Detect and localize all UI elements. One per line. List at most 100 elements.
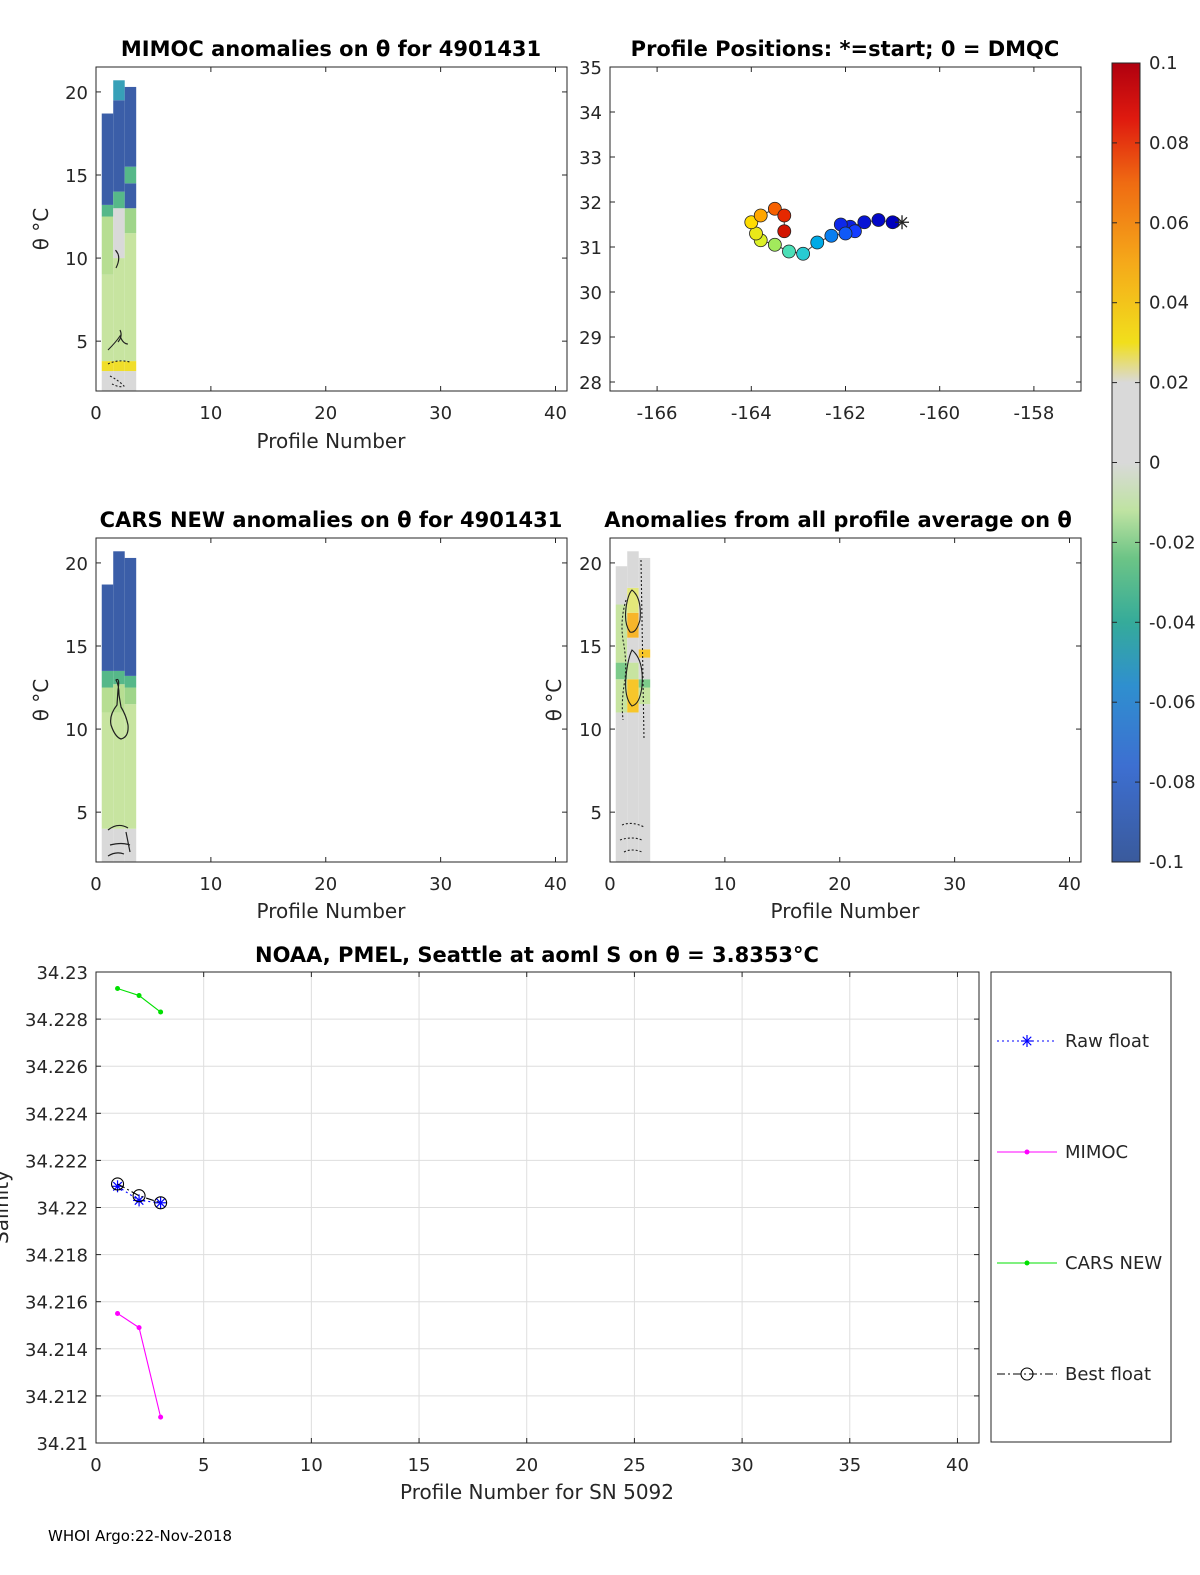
y-tick-label: 33 xyxy=(579,148,602,169)
title-cars: CARS NEW anomalies on θ for 4901431 xyxy=(100,508,563,532)
y-tick-label: 34.22 xyxy=(36,1199,88,1220)
x-tick-label: -160 xyxy=(919,403,960,424)
y-tick-label: 34 xyxy=(579,103,602,124)
heatmap-cell xyxy=(638,557,651,650)
footer-text: WHOI Argo:22-Nov-2018 xyxy=(48,1527,232,1545)
y-tick-label: 34.224 xyxy=(25,1104,88,1125)
xlabel-cars: Profile Number xyxy=(257,899,407,923)
star-stroke xyxy=(155,1198,166,1208)
x-tick-label: 40 xyxy=(946,1455,969,1476)
contours-avg xyxy=(619,559,645,853)
x-tick-label: 15 xyxy=(408,1455,431,1476)
legend-entry: Best float xyxy=(997,1364,1151,1385)
heatmap-cell xyxy=(113,551,125,671)
grid-salinity xyxy=(95,971,979,1444)
heatmap-cell xyxy=(124,183,137,209)
profile-position-marker xyxy=(796,246,811,261)
y-tick-label: 34.23 xyxy=(36,963,88,984)
y-tick-label: 15 xyxy=(65,637,88,658)
heatmap-cell xyxy=(615,662,628,680)
x-tick-label: 40 xyxy=(1058,874,1081,895)
heatmap-cell xyxy=(638,687,651,705)
y-tick-label: 5 xyxy=(77,803,88,824)
heatmap-cell xyxy=(113,80,125,101)
heatmap-cells-cars xyxy=(101,551,137,862)
heatmap-cells-avg xyxy=(615,551,651,862)
heatmap-cell xyxy=(113,191,125,209)
x-tick-label: 10 xyxy=(713,874,736,895)
x-tick-label: 5 xyxy=(198,1455,209,1476)
legend-entry: Raw float xyxy=(997,1031,1149,1052)
ticks-cars: 0 10 20 30 40 5 10 15 20 xyxy=(65,538,567,895)
series-line xyxy=(117,1183,161,1204)
heatmap-cell xyxy=(101,371,114,391)
panel-salinity: NOAA, PMEL, Seattle at aoml S on θ = 3.8… xyxy=(0,943,980,1504)
title-positions: Profile Positions: *=start; 0 = DMQC xyxy=(631,37,1060,61)
x-tick-label: 30 xyxy=(731,1455,754,1476)
x-tick-label: 30 xyxy=(429,403,452,424)
profile-position-marker xyxy=(838,226,853,241)
colorbar-ticks: 0.1 0.08 0.06 0.04 0.02 0 -0.02 -0.04 -0.06 -0.08… xyxy=(1112,53,1196,873)
series-point xyxy=(154,1196,167,1209)
profile-position-marker xyxy=(782,244,796,259)
y-tick-label: 31 xyxy=(579,238,602,259)
heatmap-cell xyxy=(124,687,137,705)
colorbar-tick-label: 0.02 xyxy=(1149,373,1189,394)
x-tick-label: 0 xyxy=(90,1455,101,1476)
y-tick-label: 32 xyxy=(579,193,602,214)
colorbar-tick-label: -0.04 xyxy=(1149,612,1196,633)
heatmap-cell xyxy=(638,704,651,862)
series-point xyxy=(136,993,142,999)
profile-position-marker xyxy=(857,215,872,230)
heatmap-cell xyxy=(124,828,137,862)
series-point xyxy=(1020,1367,1034,1381)
title-salinity: NOAA, PMEL, Seattle at aoml S on θ = 3.8… xyxy=(255,943,819,967)
x-tick-label: 20 xyxy=(314,403,337,424)
series-point xyxy=(158,1414,164,1420)
legend-entry: CARS NEW xyxy=(997,1253,1162,1274)
colorbar-tick-label: 0.06 xyxy=(1149,213,1189,234)
heatmap-cell xyxy=(113,208,125,259)
y-tick-label: 34.216 xyxy=(25,1293,88,1314)
profile-position-marker xyxy=(871,213,886,227)
colorbar-tick-label: 0.08 xyxy=(1149,133,1189,154)
profile-position-marker xyxy=(767,237,782,252)
heatmap-cell xyxy=(124,557,137,676)
heatmap-cells-mimoc xyxy=(101,80,137,391)
x-tick-label: 25 xyxy=(623,1455,646,1476)
heatmap-cell xyxy=(101,113,114,205)
axes-box-mimoc xyxy=(95,66,568,392)
heatmap-cell xyxy=(627,612,639,638)
y-tick-label: 35 xyxy=(579,58,602,79)
colorbar: 0.1 0.08 0.06 0.04 0.02 0 -0.02 -0.04 -0.06 -0.08… xyxy=(1111,53,1196,873)
contours-mimoc xyxy=(107,249,131,388)
start-star-marker xyxy=(895,215,910,230)
ticks-mimoc: 0 10 20 30 40 5 10 15 20 xyxy=(65,67,567,424)
colorbar-tick-label: 0 xyxy=(1149,453,1160,474)
title-avg: Anomalies from all profile average on θ xyxy=(604,508,1072,532)
colorbar-tick-label: -0.06 xyxy=(1149,692,1196,713)
series-cars-new xyxy=(115,985,164,1015)
heatmap-cell xyxy=(627,551,639,588)
heatmap-cell xyxy=(124,86,137,167)
heatmap-cell xyxy=(124,361,137,372)
y-tick-label: 34.212 xyxy=(25,1387,88,1408)
x-tick-label: 10 xyxy=(300,1455,323,1476)
legend-entry: MIMOC xyxy=(997,1142,1128,1163)
profile-position-marker xyxy=(777,208,792,223)
y-tick-label: 29 xyxy=(579,328,602,349)
series-point xyxy=(1024,1260,1030,1266)
series-point xyxy=(110,1177,125,1191)
y-tick-label: 34.218 xyxy=(25,1246,88,1267)
heatmap-cell xyxy=(101,712,114,829)
y-tick-label: 15 xyxy=(65,166,88,187)
heatmap-cell xyxy=(124,371,137,391)
heatmap-cell xyxy=(113,371,125,391)
heatmap-cell xyxy=(627,587,639,613)
x-tick-label: 35 xyxy=(838,1455,861,1476)
heatmap-cell xyxy=(101,670,114,688)
heatmap-cell xyxy=(124,233,137,362)
y-tick-label: 34.21 xyxy=(36,1434,88,1455)
legend-box xyxy=(990,971,1172,1443)
